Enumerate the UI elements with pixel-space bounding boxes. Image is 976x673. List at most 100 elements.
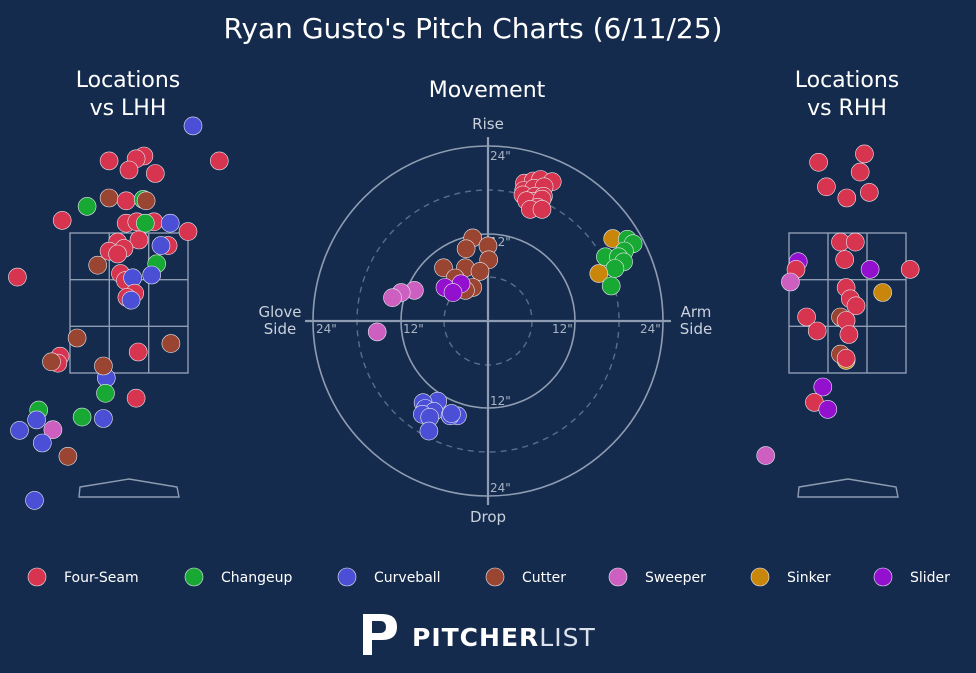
rhh-pitch-point-slider [860,260,880,279]
legend-marker-cutter [485,567,505,587]
rhh-pitch-point-slider [813,377,833,397]
legend-marker-curveball [337,567,357,587]
movement-pitch-point-changeup [601,276,621,296]
legend-label-changeup: Changeup [221,570,292,586]
lhh-pitch-point-sweeper [43,420,63,440]
rhh-panel-title-line1: Locations [795,68,900,93]
lhh-pitch-point-cutter [161,334,181,353]
rhh-pitch-point-sweeper [781,272,800,292]
rhh-pitch-points [756,144,920,465]
movement-tick-right-24: 24" [640,322,661,336]
rhh-pitch-point-four-seam [835,250,855,269]
lhh-pitch-point-four-seam [129,230,149,250]
lhh-pitch-points [8,116,229,510]
lhh-pitch-point-four-seam [99,151,119,171]
movement-panel: Rise Drop Glove Side Arm Side 24" 12" 12… [258,115,712,526]
lhh-pitch-point-changeup [136,213,155,233]
lhh-pitch-point-cutter [42,352,61,372]
movement-pitch-point-cutter [470,262,490,281]
lhh-pitch-point-four-seam [8,267,27,287]
rhh-pitch-point-four-seam [850,162,870,182]
legend-label-four-seam: Four-Seam [64,570,139,586]
lhh-pitch-point-four-seam [116,191,136,211]
lhh-panel-title-line2: vs LHH [90,96,167,121]
pitch-type-legend: Four-Seam Changeup Curveball Cutter Sweeper S… [27,567,950,587]
lhh-pitch-point-curveball [123,268,142,288]
brand-name: PITCHERLIST [412,623,596,652]
legend-marker-sinker [750,567,770,587]
lhh-pitch-point-curveball [121,290,141,310]
movement-arm-label-line2: Side [680,320,712,338]
lhh-panel-title-line1: Locations [76,68,181,93]
legend-item-sweeper: Sweeper [608,567,706,587]
movement-tick-down-12: 12" [490,394,511,408]
movement-pitch-point-curveball [419,421,439,441]
movement-tick-left-24: 24" [316,322,337,336]
movement-pitch-point-sweeper [383,288,402,308]
movement-pitch-point-cutter [456,239,476,259]
lhh-pitch-point-four-seam [128,342,148,362]
movement-arm-label-line1: Arm [681,303,712,321]
lhh-pitch-point-curveball [25,491,44,510]
movement-panel-title: Movement [429,78,546,103]
lhh-pitch-point-four-seam [108,244,127,264]
pitcherlist-logo: PITCHERLIST [363,614,596,655]
lhh-pitch-point-four-seam [126,388,146,408]
rhh-home-plate [797,478,899,498]
legend-item-slider: Slider [873,567,950,587]
lhh-pitch-point-curveball [10,421,29,440]
rhh-pitch-point-four-seam [797,307,816,327]
lhh-zone-outline [69,232,189,374]
rhh-pitch-point-four-seam [807,321,827,341]
rhh-pitch-point-four-seam [809,153,828,172]
movement-pitch-point-four-seam [532,200,552,219]
rhh-pitch-point-sweeper [756,446,776,465]
legend-label-cutter: Cutter [522,570,566,586]
movement-pitch-point-sweeper [367,322,387,342]
rhh-pitch-point-four-seam [846,296,866,316]
movement-rise-label: Rise [472,115,504,133]
movement-drop-label: Drop [470,508,506,526]
rhh-pitch-point-slider [818,400,838,419]
lhh-pitch-point-changeup [72,407,92,427]
legend-marker-slider [873,567,893,587]
movement-glove-label-line2: Side [264,320,296,338]
lhh-pitch-point-four-seam [146,164,165,183]
rhh-panel-title-line2: vs RHH [807,96,887,121]
lhh-pitch-point-cutter [94,356,113,376]
movement-glove-label-line1: Glove [258,303,301,321]
lhh-pitch-point-changeup [96,383,115,403]
lhh-pitch-point-curveball [27,410,46,430]
lhh-pitch-point-cutter [88,255,107,275]
lhh-pitch-point-curveball [183,116,203,136]
lhh-home-plate [78,478,180,498]
rhh-pitch-point-four-seam [845,232,865,252]
pitcherlist-p-logo-icon [363,614,397,655]
lhh-pitch-point-four-seam [210,151,229,171]
lhh-pitch-point-cutter [67,328,87,348]
brand-part-list: LIST [539,623,595,652]
rhh-pitch-point-four-seam [836,348,856,368]
lhh-pitch-point-curveball [160,213,180,233]
rhh-pitch-point-four-seam [839,325,859,344]
legend-item-changeup: Changeup [184,567,292,587]
movement-pitch-point-changeup [605,259,625,278]
brand-part-pitcher: PITCHER [412,623,539,652]
movement-tick-right-12: 12" [552,322,573,336]
lhh-pitch-point-four-seam [119,160,139,180]
rhh-pitch-point-four-seam [900,260,920,279]
rhh-location-panel [756,144,920,498]
legend-item-cutter: Cutter [485,567,566,587]
legend-item-sinker: Sinker [750,567,831,587]
movement-tick-up-24: 24" [490,149,511,163]
rhh-pitch-point-sinker [873,283,893,302]
rhh-pitch-point-four-seam [837,188,857,208]
legend-marker-changeup [184,567,204,587]
legend-label-sinker: Sinker [787,570,831,586]
lhh-pitch-point-cutter [99,188,119,208]
lhh-location-panel [8,116,229,510]
legend-marker-four-seam [27,567,47,587]
lhh-pitch-point-curveball [94,409,113,428]
movement-pitch-point-sinker [589,264,609,283]
